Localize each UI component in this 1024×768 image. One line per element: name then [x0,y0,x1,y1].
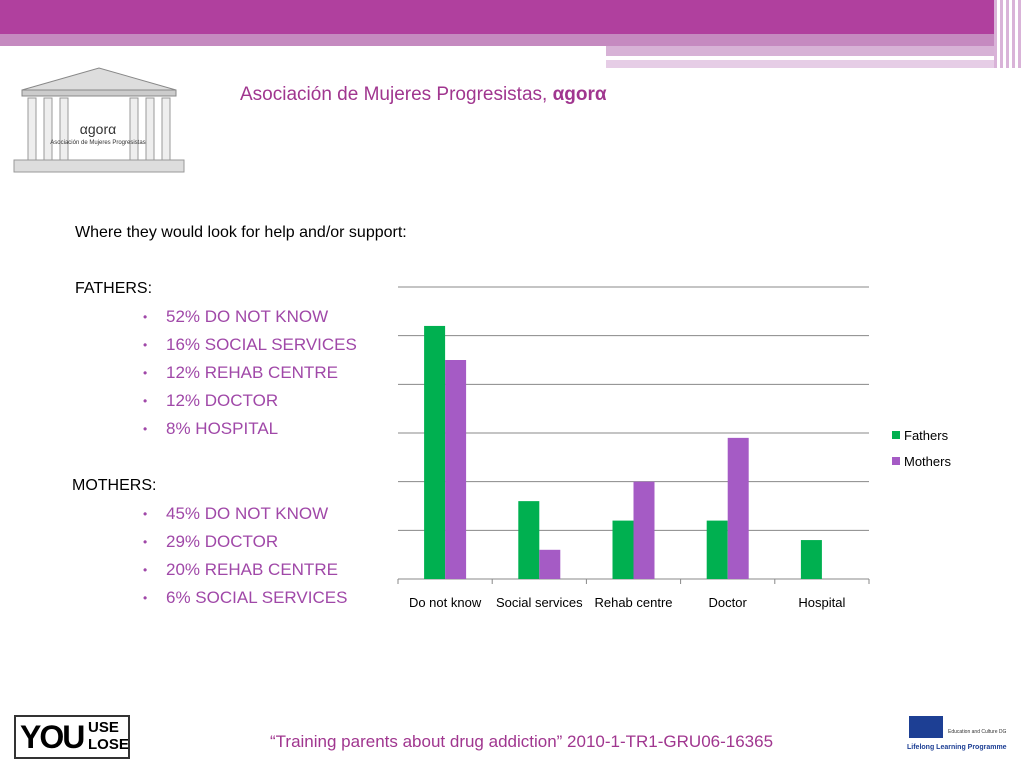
bar [727,437,749,579]
bullet: • [143,338,148,352]
you-use-lose-logo: YOU USE LOSE [14,715,130,759]
legend-swatch [892,431,900,439]
top-band [0,0,1024,34]
legend-swatch [892,457,900,465]
logo: αgorα Asociación de Mujeres Progresistas [13,67,185,173]
footer-caption: “Training parents about drug addiction” … [270,732,774,751]
x-tick-label: Do not know [409,595,482,610]
bar [612,520,634,579]
top-band-strip [606,60,1024,68]
logo-lose: LOSE [88,736,129,753]
bullet: • [143,422,148,436]
bullet: • [143,310,148,324]
title-text: Asociación de Mujeres Progresistas, [240,84,553,105]
header-title: Asociación de Mujeres Progresistas, αgor… [240,84,607,106]
bullet: • [143,507,148,521]
intro: Where they would look for help and/or su… [75,224,407,241]
bar [539,549,561,579]
top-band-stripes [994,0,1024,68]
list-item: 6% SOCIAL SERVICES [166,588,348,607]
legend-label: Fathers [904,428,949,443]
bar [445,360,467,579]
bullet: • [143,563,148,577]
eu-line2: Lifelong Learning Programme [907,744,1007,751]
logo-brand: αgorα [80,121,116,137]
logo-use: USE [88,719,119,736]
list-item: 12% REHAB CENTRE [166,363,338,382]
bar [706,520,728,579]
logo-caption: Asociación de Mujeres Progresistas [50,140,145,146]
bar [518,501,540,579]
bullet: • [143,366,148,380]
list-item: 20% REHAB CENTRE [166,560,338,579]
x-tick-label: Rehab centre [594,595,672,610]
logo-you: YOU [20,719,85,755]
eu-line1: Education and Culture DG [948,729,1007,735]
fathers-heading: FATHERS: [75,280,153,297]
bullet: • [143,394,148,408]
list-item: 8% HOSPITAL [166,419,279,438]
x-tick-label: Social services [496,595,583,610]
bar [633,481,655,579]
mothers-heading: MOTHERS: [72,477,157,494]
top-band-light [0,34,1024,46]
list-item: 45% DO NOT KNOW [166,504,329,523]
top-band-strip [606,46,1024,56]
list-item: 16% SOCIAL SERVICES [166,335,357,354]
bar [424,325,446,579]
eu-flag [909,716,943,738]
bullet: • [143,535,148,549]
x-tick-label: Hospital [798,595,845,610]
bullet: • [143,591,148,605]
list-item: 12% DOCTOR [166,391,279,410]
list-item: 29% DOCTOR [166,532,279,551]
x-tick-label: Doctor [709,595,748,610]
title-brand: αgorα [552,84,607,105]
list-item: 52% DO NOT KNOW [166,307,329,326]
legend-label: Mothers [904,454,951,469]
bar [800,540,822,579]
